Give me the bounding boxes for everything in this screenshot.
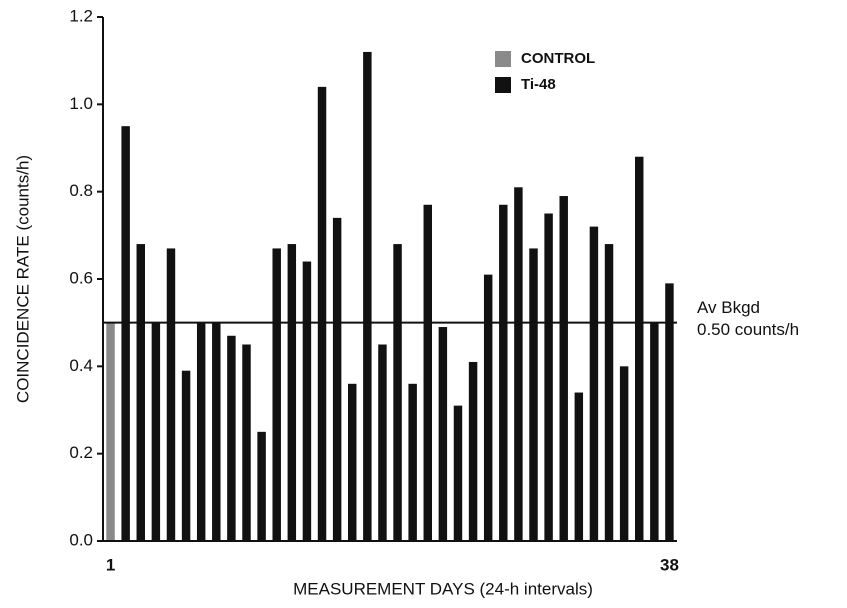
legend-swatch bbox=[495, 51, 511, 67]
bar bbox=[212, 322, 221, 541]
bar bbox=[151, 322, 161, 541]
bar bbox=[604, 244, 614, 542]
bar bbox=[408, 383, 417, 541]
bar bbox=[332, 217, 342, 541]
bar bbox=[589, 226, 599, 541]
bar bbox=[317, 86, 327, 541]
reference-sublabel: 0.50 counts/h bbox=[697, 320, 799, 339]
bar bbox=[650, 322, 659, 541]
y-tick-label: 0.2 bbox=[69, 443, 93, 462]
bar bbox=[635, 156, 644, 541]
bar bbox=[544, 213, 553, 541]
legend-label: Ti-48 bbox=[521, 76, 556, 93]
bar bbox=[287, 244, 297, 542]
reference-label: Av Bkgd bbox=[697, 298, 760, 317]
bar bbox=[619, 366, 629, 541]
bar bbox=[499, 204, 508, 541]
bar bbox=[196, 322, 206, 541]
bar bbox=[483, 274, 493, 541]
bar bbox=[242, 344, 251, 541]
legend-label: CONTROL bbox=[521, 50, 595, 67]
y-tick-label: 0.0 bbox=[69, 530, 93, 549]
bar bbox=[181, 370, 191, 541]
bar bbox=[272, 248, 281, 541]
legend-swatch bbox=[495, 77, 511, 93]
bar bbox=[227, 335, 236, 541]
bar bbox=[166, 248, 176, 541]
x-tick-label: 38 bbox=[660, 555, 679, 574]
y-axis-label: COINCIDENCE RATE (counts/h) bbox=[13, 155, 32, 403]
bar bbox=[559, 196, 568, 542]
bar bbox=[363, 51, 372, 541]
bar bbox=[665, 283, 674, 541]
bar bbox=[468, 361, 478, 541]
x-axis-label: MEASUREMENT DAYS (24-h intervals) bbox=[293, 579, 593, 598]
bar bbox=[529, 248, 538, 541]
bar bbox=[106, 322, 115, 541]
x-tick-label: 1 bbox=[106, 555, 115, 574]
bar bbox=[423, 204, 432, 541]
bar bbox=[574, 392, 584, 541]
bar bbox=[438, 327, 448, 541]
y-tick-label: 1.2 bbox=[69, 6, 93, 25]
y-tick-label: 1.0 bbox=[69, 94, 93, 113]
bar bbox=[514, 187, 523, 542]
y-tick-label: 0.8 bbox=[69, 181, 93, 200]
bar bbox=[136, 244, 145, 542]
bar bbox=[257, 431, 266, 541]
bar bbox=[453, 405, 463, 541]
bar bbox=[302, 261, 312, 541]
bar bbox=[393, 244, 402, 542]
bar bbox=[378, 344, 387, 541]
bar bbox=[121, 126, 130, 542]
y-tick-label: 0.4 bbox=[69, 356, 93, 375]
bar bbox=[348, 383, 357, 541]
y-tick-label: 0.6 bbox=[69, 268, 93, 287]
